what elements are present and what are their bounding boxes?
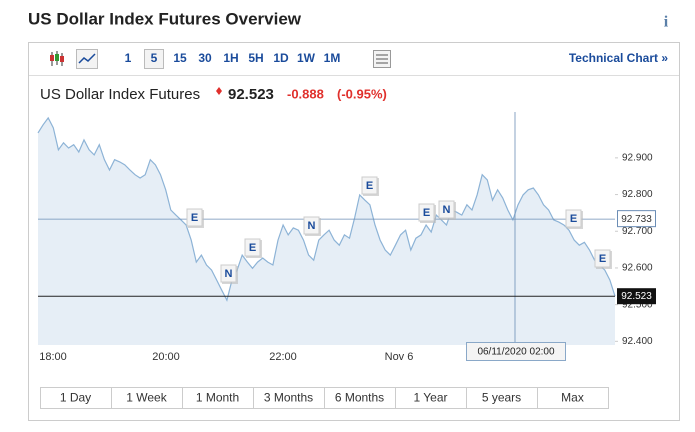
interval-button[interactable]: 1M	[324, 51, 341, 65]
interval-button[interactable]: 5H	[248, 51, 263, 65]
instrument-name: US Dollar Index Futures	[40, 86, 200, 103]
range-button-label[interactable]: 1 Month	[196, 391, 239, 405]
quote-price: 92.523	[228, 86, 274, 103]
event-marker[interactable]	[220, 264, 237, 283]
interval-button[interactable]: 1W	[297, 51, 316, 65]
y-tick-label: 92.800	[622, 189, 653, 200]
interval-button[interactable]: 30	[198, 51, 212, 65]
last-price-label: 92.523	[621, 291, 652, 302]
event-marker[interactable]	[186, 208, 203, 227]
x-tick-label: Nov 6	[385, 351, 414, 363]
price-line	[37, 116, 616, 302]
event-marker-label: E	[366, 180, 373, 192]
last-price-box	[617, 288, 656, 305]
y-tick-label: 92.900	[622, 153, 653, 164]
ui-layer: 1 5 15 30 1H 5H 1D 1W 1M1 Day 1 Week 1 Month 3 Mont…	[40, 49, 609, 409]
event-marker[interactable]	[594, 249, 611, 268]
table-icon[interactable]	[373, 50, 391, 68]
event-marker-label: N	[225, 268, 233, 280]
event-marker[interactable]	[565, 209, 582, 228]
page-title: US Dollar Index Futures Overview	[28, 9, 302, 28]
crosshair-price-label: 92.733	[621, 214, 652, 225]
y-tick-label: 92.400	[622, 336, 653, 347]
event-marker-label: E	[423, 207, 430, 219]
range-button-label[interactable]: Max	[561, 391, 584, 405]
event-marker-label: E	[570, 213, 577, 225]
range-button-label[interactable]: 1 Day	[60, 391, 91, 405]
info-icon[interactable]: i	[664, 14, 669, 31]
event-marker-label: E	[599, 253, 606, 265]
interval-button[interactable]: 5	[151, 51, 158, 65]
line-icon[interactable]	[76, 49, 98, 69]
event-marker-label: E	[249, 242, 256, 254]
crosshair-time-label: 06/11/2020 02:00	[477, 347, 555, 358]
interval-button[interactable]: 1D	[273, 51, 289, 65]
quote-change-percent: (-0.95%)	[337, 86, 387, 101]
x-tick-label: 22:00	[269, 351, 297, 363]
quote-change: -0.888	[287, 86, 324, 101]
event-marker[interactable]	[418, 203, 435, 222]
down-arrow	[216, 87, 222, 95]
event-marker[interactable]	[244, 238, 261, 257]
event-marker-label: E	[191, 212, 198, 224]
event-marker-label: N	[308, 220, 316, 232]
crosshair-time-box	[466, 342, 566, 361]
range-button-label[interactable]: 3 Months	[264, 391, 313, 405]
event-marker[interactable]	[438, 200, 455, 219]
x-tick-label: 18:00	[39, 351, 67, 363]
technical-chart-link[interactable]: Technical Chart »	[569, 51, 668, 65]
interval-button[interactable]: 15	[173, 51, 187, 65]
range-button-label[interactable]: 1 Year	[413, 391, 447, 405]
event-marker-label: N	[443, 204, 451, 216]
range-button-label[interactable]: 1 Week	[126, 391, 167, 405]
event-marker[interactable]	[361, 176, 378, 195]
event-marker[interactable]	[303, 216, 320, 235]
x-tick-label: 20:00	[152, 351, 180, 363]
y-tick-label: 92.600	[622, 263, 653, 274]
crosshair-price-box	[617, 210, 656, 228]
y-tick-label: 92.700	[622, 226, 653, 237]
interval-button[interactable]: 1H	[223, 51, 238, 65]
interval-button[interactable]: 1	[125, 51, 132, 65]
plot: Investing.com92.40092.50092.60092.70092.…	[37, 112, 656, 363]
range-button[interactable]	[537, 387, 609, 409]
range-button-label[interactable]: 5 years	[482, 391, 521, 405]
area-fill	[38, 117, 615, 346]
range-button-label[interactable]: 6 Months	[335, 391, 384, 405]
candle-icon[interactable]	[50, 51, 64, 66]
y-tick-label: 92.500	[622, 299, 653, 310]
interval-selected	[144, 49, 164, 69]
